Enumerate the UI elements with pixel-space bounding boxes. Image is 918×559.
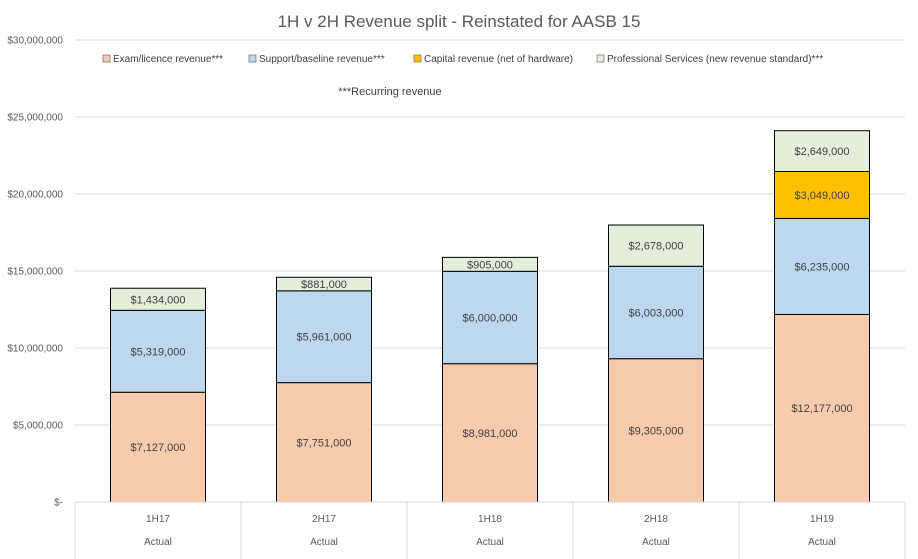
legend-swatch — [102, 54, 111, 63]
category-sublabel: Actual — [808, 537, 836, 548]
plot-area: $7,127,000 $5,319,000 $1,434,000 $7,751,000… — [110, 130, 870, 503]
bar-segment — [608, 224, 704, 267]
data-label: $5,319,000 — [130, 346, 185, 358]
data-label: $9,305,000 — [628, 425, 683, 437]
bar-segment — [774, 313, 870, 503]
data-label: $2,649,000 — [794, 146, 849, 158]
y-tick-label: $20,000,000 — [7, 190, 63, 201]
category-sublabel: Actual — [310, 537, 338, 548]
bar-segment — [110, 287, 206, 311]
bar-segment — [276, 276, 372, 292]
data-label: $8,981,000 — [462, 428, 517, 440]
data-label: $5,961,000 — [296, 332, 351, 344]
y-tick-label: $10,000,000 — [7, 344, 63, 355]
data-label: $3,049,000 — [794, 190, 849, 202]
data-label: $7,127,000 — [130, 442, 185, 454]
bar-segment — [442, 363, 538, 503]
legend-swatch — [248, 54, 257, 63]
data-label: $6,235,000 — [794, 261, 849, 273]
bar-segment — [774, 171, 870, 219]
recurring-revenue-note: ***Recurring revenue — [338, 86, 441, 98]
y-axis: $- $5,000,000 $10,000,000 $15,000,000 $20,00… — [7, 36, 63, 509]
legend-swatch — [413, 54, 422, 63]
data-label: $7,751,000 — [296, 437, 351, 449]
bar-segment — [276, 290, 372, 384]
bar-segment — [110, 309, 206, 393]
data-label: $6,000,000 — [462, 312, 517, 324]
category-sublabel: Actual — [144, 537, 172, 548]
bar-segment — [442, 256, 538, 272]
x-axis: 1H17 Actual 2H17 Actual 1H18 Actual 2H18 Actual… — [74, 501, 906, 559]
bar-segment — [774, 217, 870, 315]
bar-segment — [774, 130, 870, 173]
category-sublabel: Actual — [642, 537, 670, 548]
legend-label: Professional Services (new revenue stand… — [607, 54, 823, 65]
category-label: 2H18 — [644, 514, 668, 525]
legend-label: Support/baseline revenue*** — [259, 54, 385, 65]
legend-label: Capital revenue (net of hardware) — [424, 54, 573, 65]
category-label: 1H18 — [478, 514, 502, 525]
y-tick-label: $25,000,000 — [7, 113, 63, 124]
chart-title: 1H v 2H Revenue split - Reinstated for A… — [278, 12, 641, 31]
data-label: $1,434,000 — [130, 294, 185, 306]
y-tick-label: $- — [54, 498, 63, 509]
bar-segment — [442, 270, 538, 365]
legend: Exam/licence revenue*** Support/baseline … — [102, 54, 823, 65]
data-label: $2,678,000 — [628, 241, 683, 253]
data-label: $6,003,000 — [628, 307, 683, 319]
data-label: $12,177,000 — [791, 403, 852, 415]
bar-segment — [608, 358, 704, 503]
y-tick-label: $15,000,000 — [7, 267, 63, 278]
y-tick-label: $5,000,000 — [13, 421, 63, 432]
legend-swatch — [596, 54, 605, 63]
category-label: 1H19 — [810, 514, 834, 525]
category-sublabel: Actual — [476, 537, 504, 548]
bar-segment — [608, 265, 704, 360]
category-label: 1H17 — [146, 514, 170, 525]
legend-label: Exam/licence revenue*** — [113, 54, 223, 65]
data-label: $905,000 — [467, 259, 513, 271]
data-label: $881,000 — [301, 279, 347, 291]
y-tick-label: $30,000,000 — [7, 36, 63, 47]
category-label: 2H17 — [312, 514, 336, 525]
